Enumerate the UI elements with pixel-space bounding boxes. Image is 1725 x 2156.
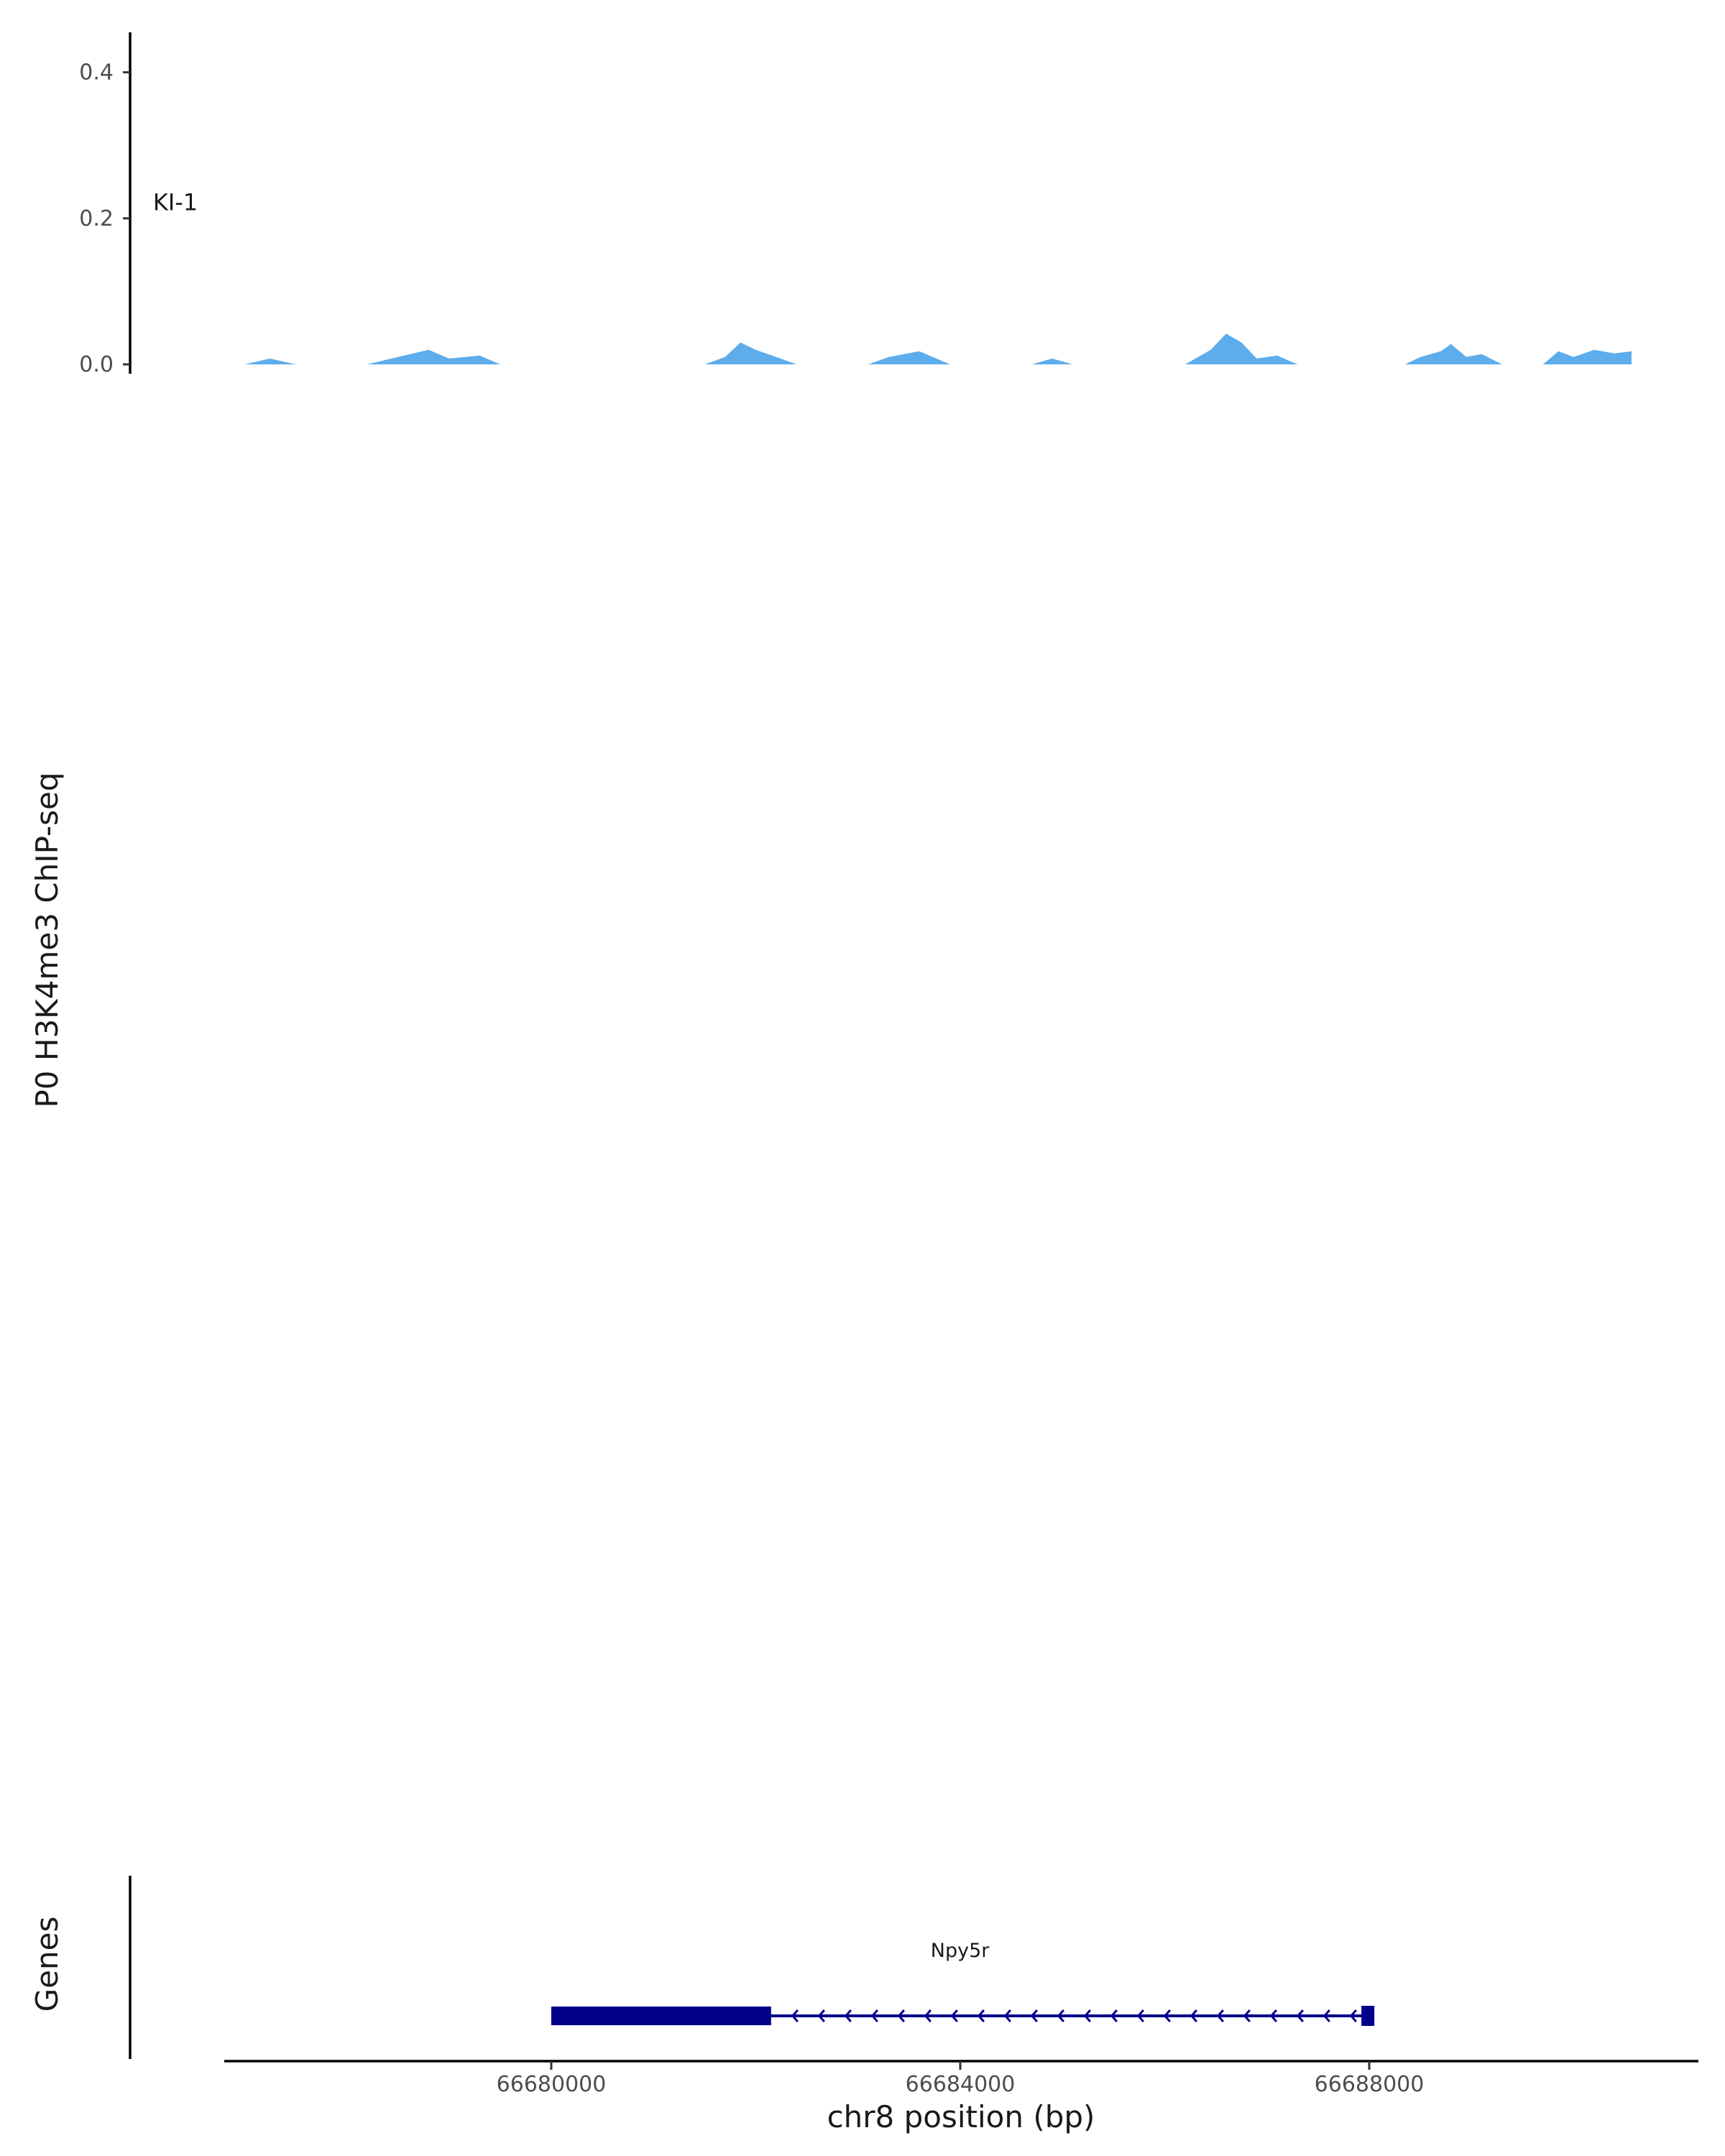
- strand-arrow: [1322, 2009, 1330, 2022]
- gene-name-label: Npy5r: [931, 1940, 990, 1962]
- y-tick-label-ki-1-0: 0.0: [79, 352, 114, 377]
- strand-arrow: [1190, 2009, 1197, 2022]
- gene-track: Npy5r: [129, 1876, 1375, 2059]
- strand-arrow: [1003, 2009, 1011, 2022]
- track-ki-1: 0.0 0.2 0.4 KI-1: [79, 0, 1632, 377]
- x-axis-title: chr8 position (bp): [827, 2099, 1095, 2134]
- strand-arrow: [1243, 2009, 1251, 2022]
- strand-arrow: [844, 2009, 852, 2022]
- strand-arrow: [1163, 2009, 1171, 2022]
- strand-arrow: [1136, 2009, 1144, 2022]
- tracks-layer: 0.0 0.2 0.4 KI-1: [79, 0, 1632, 377]
- y-tick-label-ki-1-2: 0.4: [79, 60, 114, 86]
- y-tick-label-ki-1-1: 0.2: [79, 206, 114, 231]
- coverage-area-ki-1: [244, 0, 1632, 364]
- strand-arrow: [1110, 2009, 1118, 2022]
- genes-axis-title: Genes: [29, 1917, 65, 2012]
- strand-arrow: [1083, 2009, 1091, 2022]
- strand-arrow: [1030, 2009, 1038, 2022]
- strand-arrow: [791, 2009, 799, 2022]
- strand-arrow: [924, 2009, 932, 2022]
- x-tick-label-1: 66684000: [906, 2072, 1016, 2097]
- strand-arrow: [817, 2009, 825, 2022]
- gene-exon-thick: [551, 2007, 771, 2025]
- strand-arrow: [1296, 2009, 1304, 2022]
- x-tick-label-2: 66688000: [1315, 2072, 1425, 2097]
- gene-exon-first: [1361, 2006, 1375, 2026]
- strand-arrow: [977, 2009, 985, 2022]
- x-tick-label-0: 66680000: [497, 2072, 607, 2097]
- strand-arrow: [1057, 2009, 1064, 2022]
- strand-arrow: [1269, 2009, 1277, 2022]
- strand-arrow: [1349, 2009, 1357, 2022]
- strand-arrow: [950, 2009, 958, 2022]
- track-label-ki-1: KI-1: [153, 189, 198, 216]
- strand-arrow: [897, 2009, 905, 2022]
- strand-arrow: [870, 2009, 878, 2022]
- strand-arrow: [1216, 2009, 1224, 2022]
- y-axis-title: P0 H3K4me3 ChIP-seq: [29, 772, 65, 1107]
- x-axis: 66680000 66684000 66688000: [224, 2060, 1698, 2097]
